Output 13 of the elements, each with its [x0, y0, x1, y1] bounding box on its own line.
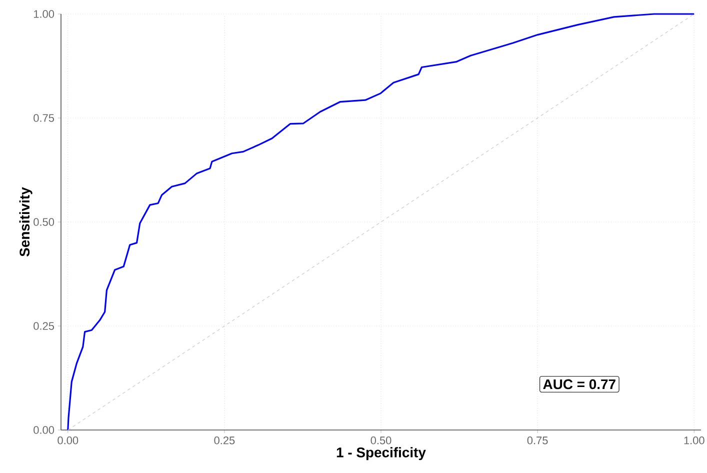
y-tick-label: 0.75: [34, 114, 54, 122]
x-axis-title: 1 - Specificity: [336, 447, 426, 460]
y-tick-label: 1.00: [34, 10, 54, 18]
x-tick-label: 0.25: [214, 436, 235, 444]
annotation: AUC = 0.77: [543, 379, 616, 390]
y-tick-label: 0.00: [34, 426, 54, 434]
x-tick-label: 1.00: [684, 436, 704, 444]
y-axis-title: Sensitivity: [19, 187, 32, 256]
x-tick-label: 0.50: [370, 436, 392, 444]
x-tick-label: 0.75: [527, 436, 548, 444]
y-tick-label: 0.25: [34, 322, 54, 330]
x-tick-label: 0.00: [58, 436, 78, 444]
y-tick-label: 0.50: [34, 218, 54, 226]
